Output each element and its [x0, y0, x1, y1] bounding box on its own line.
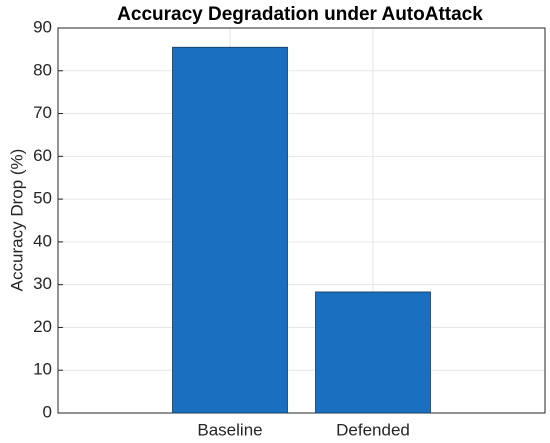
chart-title: Accuracy Degradation under AutoAttack	[117, 4, 483, 25]
x-tick-label: Defended	[336, 420, 410, 439]
y-tick-label: 80	[33, 60, 52, 79]
bar	[315, 291, 431, 414]
bar	[172, 46, 288, 414]
y-axis-label: Accuracy Drop (%)	[7, 149, 26, 292]
y-tick-label: 40	[33, 231, 52, 250]
plot-frame	[57, 27, 546, 414]
y-tick-label: 20	[33, 317, 52, 336]
y-tick-label: 70	[33, 103, 52, 122]
y-tick-label: 30	[33, 274, 52, 293]
y-tick-label: 50	[33, 189, 52, 208]
y-tick-label: 0	[43, 402, 52, 421]
x-tick-label: Baseline	[197, 420, 262, 439]
y-tick-label: 10	[33, 360, 52, 379]
y-tick-label: 60	[33, 146, 52, 165]
y-tick-label: 90	[33, 17, 52, 36]
